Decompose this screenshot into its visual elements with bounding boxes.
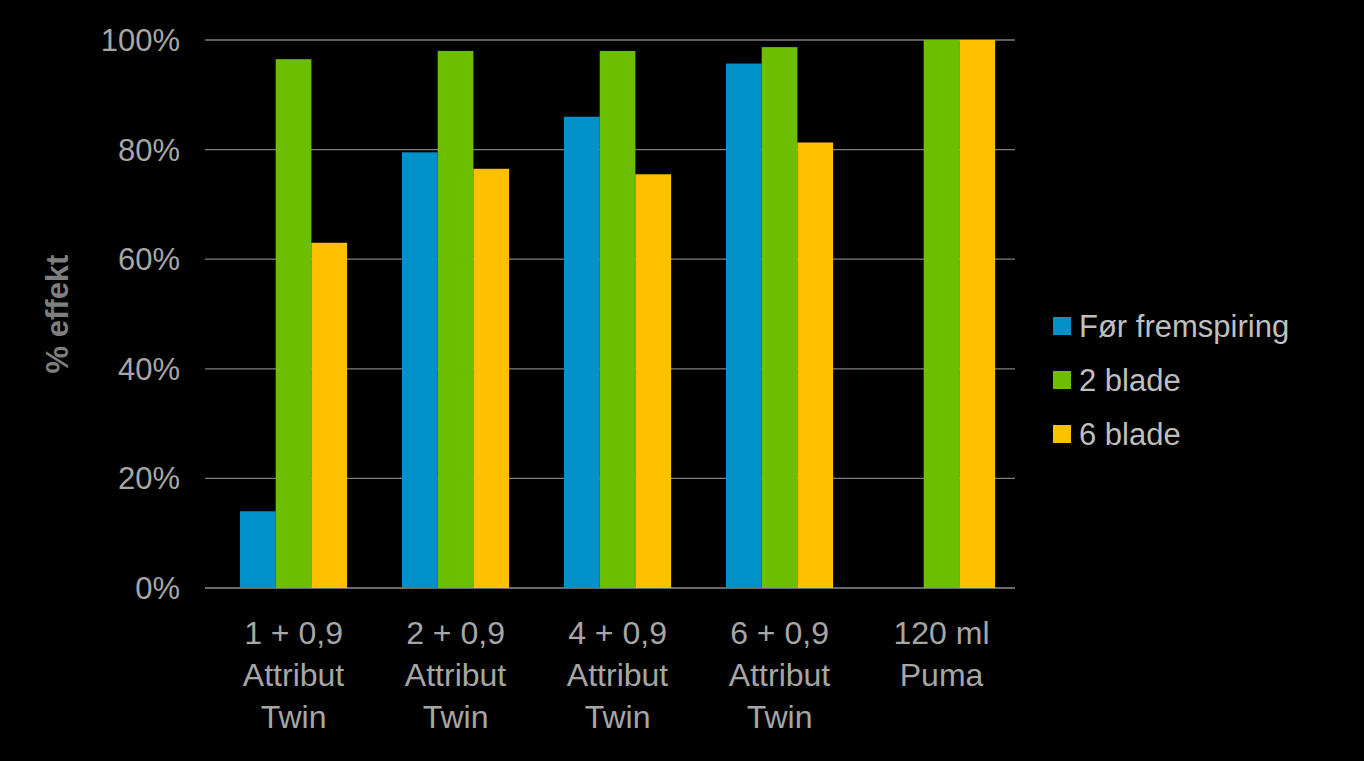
- category-label-line: Twin: [423, 699, 489, 735]
- bar: [959, 40, 995, 588]
- category-label-line: Twin: [747, 699, 813, 735]
- bar: [726, 64, 762, 588]
- tick-label: 60%: [118, 242, 180, 277]
- tick-label: 0%: [135, 571, 180, 606]
- category-label: 120 ml Puma: [894, 615, 990, 693]
- bar: [600, 51, 636, 588]
- bar: [311, 243, 347, 588]
- legend-label: 2 blade: [1079, 363, 1181, 398]
- background: [0, 0, 1364, 761]
- legend-swatch: [1053, 425, 1071, 443]
- category-label-line: Attribut: [405, 657, 506, 693]
- category-label-line: 2 + 0,9: [406, 615, 505, 651]
- bar: [473, 169, 509, 588]
- grid-line: [205, 39, 1015, 40]
- category-label-line: 1 + 0,9: [244, 615, 343, 651]
- bar: [438, 51, 474, 588]
- bar: [635, 174, 671, 588]
- category-label-line: 120 ml: [894, 615, 990, 651]
- legend-label: 6 blade: [1079, 417, 1181, 452]
- chart: 0% 20% 40% 60% 80% 100% % effekt 1 + 0,9 Attribu…: [0, 0, 1364, 761]
- axis-label: % effekt: [40, 255, 75, 374]
- bar: [240, 511, 276, 588]
- legend-label: Før fremspiring: [1079, 309, 1289, 344]
- bar: [402, 152, 438, 588]
- category-label: 2 + 0,9 Attribut Twin: [405, 615, 506, 735]
- category-label-line: 6 + 0,9: [730, 615, 829, 651]
- category-label: 6 + 0,9 Attribut Twin: [729, 615, 830, 735]
- legend-swatch: [1053, 371, 1071, 389]
- category-label-line: Twin: [585, 699, 651, 735]
- legend-swatch: [1053, 317, 1071, 335]
- category-label: 4 + 0,9 Attribut Twin: [567, 615, 668, 735]
- bar: [276, 59, 312, 588]
- tick-label: 20%: [118, 461, 180, 496]
- legend: Før fremspiring 2 blade 6 blade: [1053, 309, 1289, 452]
- tick-label: 80%: [118, 133, 180, 168]
- category-label-line: Attribut: [729, 657, 830, 693]
- category-label-line: Attribut: [243, 657, 344, 693]
- bar: [797, 142, 833, 588]
- category-label-line: Attribut: [567, 657, 668, 693]
- bar: [762, 47, 798, 588]
- bar: [924, 40, 960, 588]
- bar: [564, 117, 600, 588]
- category-label: 1 + 0,9 Attribut Twin: [243, 615, 344, 735]
- category-label-line: 4 + 0,9: [568, 615, 667, 651]
- tick-label: 100%: [101, 23, 180, 58]
- tick-label: 40%: [118, 352, 180, 387]
- bars: [240, 40, 995, 588]
- category-label-line: Twin: [261, 699, 327, 735]
- category-label-line: Puma: [900, 657, 984, 693]
